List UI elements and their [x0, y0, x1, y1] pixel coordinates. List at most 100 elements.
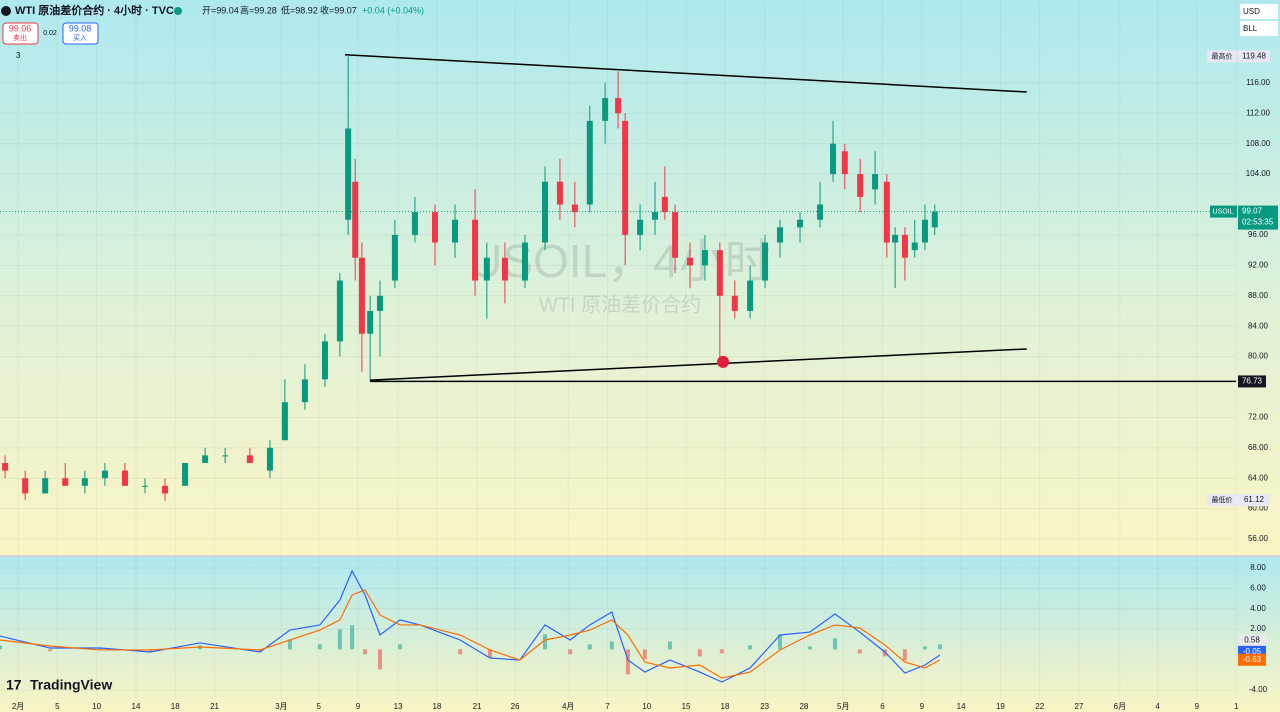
ohlc-change: +0.04 (+0.04%) — [362, 5, 424, 15]
histogram-bar — [832, 638, 837, 650]
x-tick-label: 18 — [721, 702, 730, 711]
x-tick-label: 27 — [1075, 702, 1084, 711]
candle-body — [321, 341, 328, 380]
candle-body — [747, 280, 754, 311]
y-tick-label: 56.00 — [1248, 534, 1269, 543]
x-tick-label: 4月 — [562, 702, 574, 711]
histogram-bar — [625, 649, 630, 675]
candle-body — [661, 196, 668, 213]
candle-body — [556, 181, 563, 205]
histogram-bar — [807, 646, 812, 650]
y-tick-label: 108.00 — [1246, 139, 1271, 148]
histogram-bar — [857, 649, 862, 654]
histogram-bar — [642, 649, 647, 660]
candle-body — [101, 470, 108, 479]
candle-body — [602, 98, 609, 121]
y-tick-label: 84.00 — [1248, 321, 1269, 330]
indicator-count[interactable]: 3 — [16, 51, 21, 60]
y-tick-label: 64.00 — [1248, 473, 1269, 482]
y-tick-label: 104.00 — [1246, 169, 1271, 178]
marker — [717, 355, 730, 368]
x-tick-label: 10 — [92, 702, 101, 711]
candle-body — [615, 98, 622, 114]
macd-pane — [0, 557, 1280, 712]
extreme-value: 119.48 — [1242, 52, 1266, 61]
candle-body — [352, 181, 359, 258]
hline-label: 76.73 — [1242, 377, 1263, 386]
histogram-bar — [287, 639, 292, 650]
histogram-bar — [317, 644, 322, 650]
x-tick-label: 18 — [432, 702, 441, 711]
watermark: USOIL，4小时 — [469, 235, 771, 287]
histogram-bar — [398, 644, 403, 650]
ohlc-open: 开=99.04 — [202, 5, 239, 15]
x-tick-label: 10 — [642, 702, 651, 711]
y-tick-label: -4.00 — [1249, 685, 1268, 694]
last-name: USOIL — [1212, 208, 1233, 215]
x-tick-label: 14 — [132, 702, 141, 711]
candle-body — [521, 242, 528, 281]
last-label: -0.05 — [1243, 647, 1262, 656]
unit: BLL — [1243, 24, 1258, 33]
candle-body — [121, 470, 128, 486]
x-tick-label: 23 — [760, 702, 769, 711]
histogram-bar — [458, 649, 463, 655]
sell-label: 卖出 — [13, 33, 27, 42]
candle-body — [731, 295, 738, 311]
histogram-bar — [922, 646, 927, 650]
candle-body — [81, 478, 88, 486]
last-bg — [1238, 205, 1278, 230]
symbol-icon — [1, 6, 11, 16]
buy-button[interactable] — [62, 22, 99, 45]
x-tick-label: 21 — [210, 702, 219, 711]
sell-price: 99.06 — [9, 23, 32, 33]
candle-body — [22, 478, 29, 494]
logo: TradingView — [30, 677, 112, 693]
candle-body — [222, 455, 229, 457]
candle-body — [797, 219, 804, 228]
extreme-value: 61.12 — [1244, 495, 1265, 504]
currency: USD — [1243, 7, 1260, 16]
unit-select[interactable] — [1240, 21, 1278, 36]
y-tick-label: 4.00 — [1250, 604, 1266, 613]
ohlc-close: 收=99.07 — [320, 4, 357, 15]
candle-body — [637, 219, 644, 235]
histogram-bar — [902, 649, 907, 661]
candle-body — [716, 250, 723, 296]
market-status — [174, 7, 182, 15]
x-tick-label: 9 — [356, 702, 361, 711]
histogram-bar — [587, 644, 592, 650]
y-tick-label: 96.00 — [1248, 230, 1269, 239]
candle-body — [901, 234, 908, 258]
last-name-bg — [1210, 205, 1237, 218]
trendline — [370, 348, 1027, 381]
extreme-value-bg — [1238, 50, 1270, 63]
x-tick-label: 9 — [1195, 702, 1200, 711]
candle-body — [883, 181, 890, 243]
last-label: 0.58 — [1244, 636, 1260, 645]
candle-body — [701, 250, 708, 266]
sell-button[interactable] — [2, 22, 39, 45]
last-label-bg — [1238, 653, 1266, 666]
x-tick-label: 6月 — [1114, 702, 1126, 711]
candle-body — [501, 257, 508, 281]
currency-select[interactable] — [1240, 4, 1278, 19]
x-tick-label: 21 — [473, 702, 482, 711]
ohlc-low: 低=98.92 — [281, 4, 318, 15]
y-tick-label: 68.00 — [1248, 443, 1269, 452]
histogram-bar — [937, 644, 942, 650]
last-countdown: 02:53:35 — [1242, 218, 1274, 227]
x-tick-label: 4 — [1155, 702, 1160, 711]
candle-body — [762, 242, 769, 281]
symbol-title[interactable]: WTI 原油差价合约 · 4小时 · TVC — [15, 3, 174, 17]
candle-body — [182, 463, 189, 486]
candle-body — [472, 219, 479, 281]
x-tick-label: 9 — [920, 702, 925, 711]
x-tick-label: 15 — [682, 702, 691, 711]
x-tick-label: 5 — [316, 702, 321, 711]
x-tick-label: 26 — [511, 702, 520, 711]
candle-body — [586, 120, 593, 205]
histogram-bar — [543, 634, 548, 650]
buy-price: 99.08 — [69, 23, 92, 33]
